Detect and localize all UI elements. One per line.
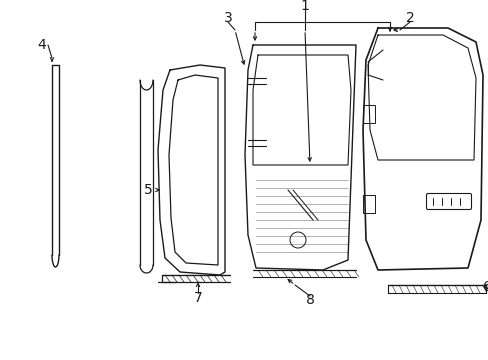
- Text: 6: 6: [482, 280, 488, 294]
- Text: 1: 1: [300, 0, 309, 13]
- Circle shape: [289, 232, 305, 248]
- FancyBboxPatch shape: [426, 194, 470, 210]
- Text: 2: 2: [405, 11, 413, 25]
- Text: 5: 5: [143, 183, 152, 197]
- Text: 7: 7: [193, 291, 202, 305]
- Bar: [362, 195, 374, 213]
- Bar: [362, 105, 374, 123]
- Text: 4: 4: [38, 38, 46, 52]
- Text: 3: 3: [223, 11, 232, 25]
- Text: 8: 8: [305, 293, 314, 307]
